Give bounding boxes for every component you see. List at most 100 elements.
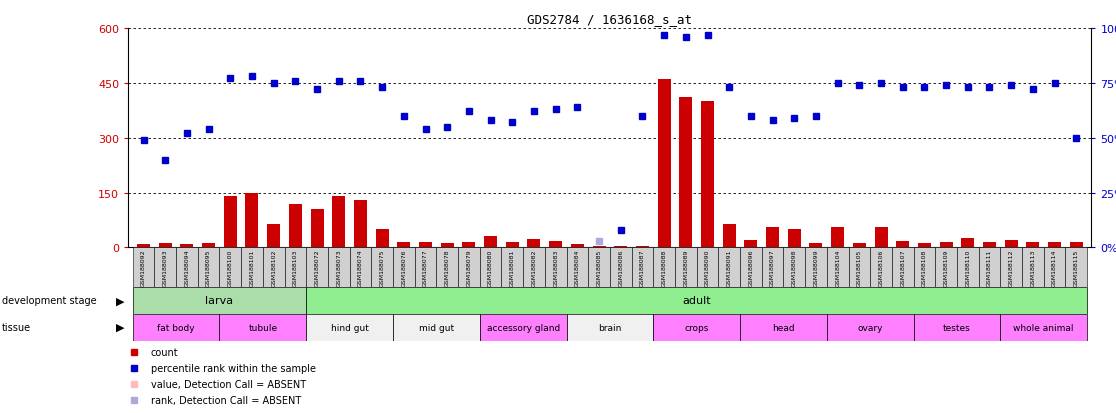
Text: head: head	[772, 323, 795, 332]
Bar	[609, 248, 632, 287]
Text: GSM188078: GSM188078	[444, 249, 450, 286]
Bar	[241, 248, 263, 287]
Text: GSM188073: GSM188073	[336, 249, 341, 287]
Bar	[614, 246, 627, 248]
Bar	[892, 248, 914, 287]
Bar	[766, 228, 779, 248]
Bar	[914, 314, 1000, 341]
Text: development stage: development stage	[2, 295, 97, 306]
Bar	[349, 248, 372, 287]
Bar	[961, 239, 974, 248]
Text: ovary: ovary	[857, 323, 883, 332]
Text: GSM188103: GSM188103	[292, 249, 298, 286]
Bar	[935, 248, 956, 287]
Text: GSM188110: GSM188110	[965, 249, 970, 286]
Text: whole animal: whole animal	[1013, 323, 1074, 332]
Bar	[983, 242, 995, 248]
Bar	[1043, 248, 1066, 287]
Bar	[827, 248, 848, 287]
Bar	[740, 314, 827, 341]
Text: GSM188101: GSM188101	[250, 249, 254, 286]
Bar	[549, 241, 562, 248]
Text: GSM188083: GSM188083	[554, 249, 558, 286]
Bar	[462, 242, 475, 248]
Bar	[480, 248, 501, 287]
Bar	[675, 248, 696, 287]
Text: GSM188074: GSM188074	[358, 249, 363, 287]
Bar	[827, 314, 914, 341]
Bar	[567, 314, 653, 341]
Bar	[436, 248, 458, 287]
Text: GSM188076: GSM188076	[402, 249, 406, 286]
Bar	[914, 248, 935, 287]
Bar	[956, 248, 979, 287]
Text: GSM188113: GSM188113	[1030, 249, 1036, 286]
Text: GSM188097: GSM188097	[770, 249, 776, 287]
Bar	[701, 102, 714, 248]
Title: GDS2784 / 1636168_s_at: GDS2784 / 1636168_s_at	[528, 13, 692, 26]
Text: GSM188115: GSM188115	[1074, 249, 1079, 286]
Bar	[267, 224, 280, 248]
Bar	[762, 248, 783, 287]
Text: GSM188112: GSM188112	[1009, 249, 1013, 286]
Bar	[1000, 248, 1022, 287]
Text: GSM188107: GSM188107	[901, 249, 905, 286]
Bar	[1027, 243, 1039, 248]
Text: GSM188095: GSM188095	[206, 249, 211, 286]
Text: larva: larva	[205, 295, 233, 306]
Text: GSM188081: GSM188081	[510, 249, 514, 286]
Bar	[137, 245, 150, 248]
Text: tissue: tissue	[2, 322, 31, 332]
Bar	[501, 248, 523, 287]
Text: GSM188077: GSM188077	[423, 249, 429, 287]
Bar	[306, 314, 393, 341]
Bar	[657, 80, 671, 248]
Text: adult: adult	[682, 295, 711, 306]
Bar	[788, 230, 801, 248]
Text: GSM188091: GSM188091	[727, 249, 732, 286]
Text: GSM188093: GSM188093	[163, 249, 167, 287]
Bar	[441, 243, 454, 248]
Bar	[1048, 243, 1061, 248]
Bar	[133, 314, 220, 341]
Text: GSM188100: GSM188100	[228, 249, 233, 286]
Bar	[593, 246, 606, 248]
Bar	[306, 287, 1087, 314]
Text: GSM188088: GSM188088	[662, 249, 666, 286]
Bar	[397, 243, 411, 248]
Bar	[783, 248, 805, 287]
Bar	[571, 244, 584, 248]
Text: GSM188085: GSM188085	[597, 249, 602, 286]
Bar	[1022, 248, 1043, 287]
Bar	[853, 243, 866, 248]
Bar	[870, 248, 892, 287]
Bar	[328, 248, 349, 287]
Bar	[176, 248, 198, 287]
Bar	[306, 248, 328, 287]
Text: tubule: tubule	[248, 323, 278, 332]
Text: GSM188094: GSM188094	[184, 249, 190, 287]
Bar	[133, 248, 154, 287]
Bar	[523, 248, 545, 287]
Bar	[246, 194, 259, 248]
Bar	[224, 197, 237, 248]
Bar	[680, 98, 692, 248]
Text: count: count	[151, 347, 179, 357]
Bar	[1066, 248, 1087, 287]
Bar	[918, 243, 931, 248]
Bar	[158, 243, 172, 248]
Text: hind gut: hind gut	[330, 323, 368, 332]
Bar	[940, 243, 953, 248]
Text: GSM188098: GSM188098	[791, 249, 797, 286]
Bar	[1000, 314, 1087, 341]
Bar	[154, 248, 176, 287]
Bar	[831, 228, 844, 248]
Bar	[202, 243, 215, 248]
Text: GSM188087: GSM188087	[639, 249, 645, 286]
Bar	[285, 248, 306, 287]
Bar	[181, 245, 193, 248]
Text: GSM188108: GSM188108	[922, 249, 927, 286]
Text: fat body: fat body	[157, 323, 195, 332]
Bar	[545, 248, 567, 287]
Bar	[744, 240, 758, 248]
